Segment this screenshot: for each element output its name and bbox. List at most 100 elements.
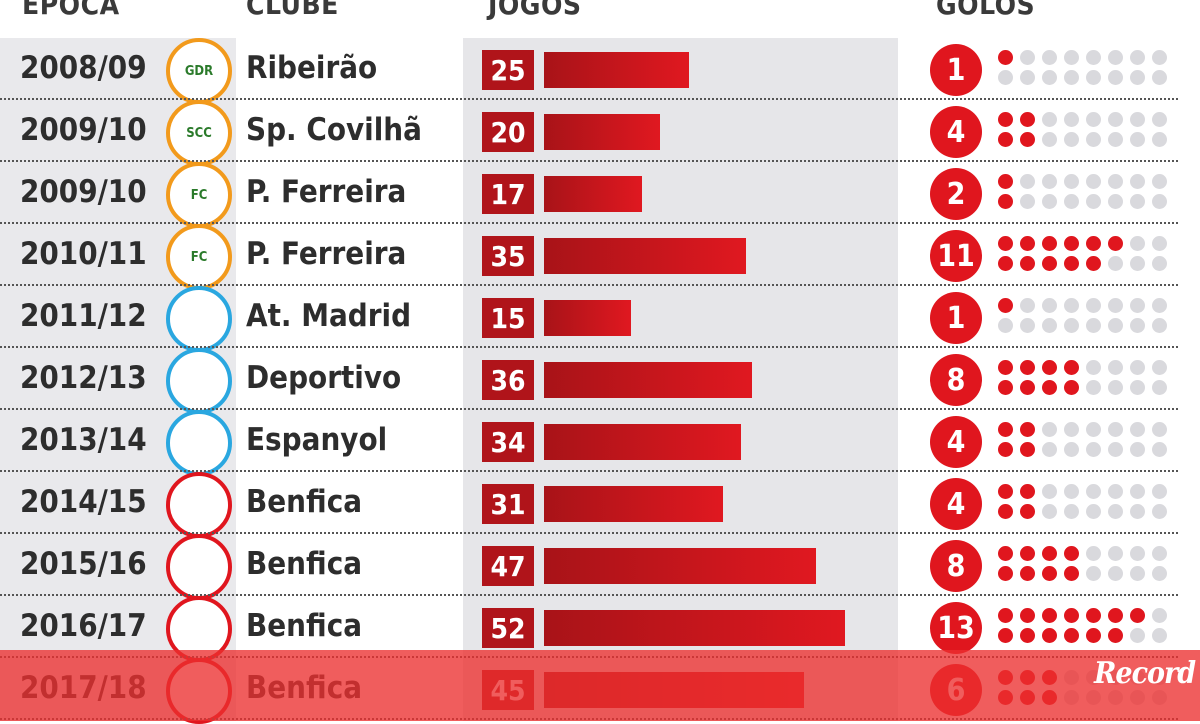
golo-dot-empty [1020,50,1035,65]
golo-dot-empty [1064,422,1079,437]
season-label: 2009/10 [20,112,147,148]
golo-dot-filled [998,132,1013,147]
golo-dot-empty [1064,194,1079,209]
golo-dot-filled [1064,236,1079,251]
golo-dot-empty [1130,380,1145,395]
golos-dot-grid [998,608,1174,648]
golo-dot-filled [1020,112,1035,127]
golo-dot-empty [1152,236,1167,251]
golo-dot-filled [998,422,1013,437]
golo-dot-empty [1020,298,1035,313]
golo-dot-filled [1020,608,1035,623]
jogos-value-label: 31 [482,484,534,524]
golo-dot-filled [1020,132,1035,147]
golo-dot-empty [1130,298,1145,313]
club-name: Sp. Covilhã [246,112,422,148]
fcpf-crest-icon: FC [166,224,232,290]
header-jogos: JOGOS [488,0,582,21]
golo-dot-empty [1108,380,1123,395]
golo-dot-empty [1020,70,1035,85]
golo-dot-empty [1086,360,1101,375]
row-separator [0,470,1178,472]
golo-dot-empty [1020,194,1035,209]
golo-dot-empty [1086,566,1101,581]
golo-dot-empty [1064,484,1079,499]
golo-dot-empty [1064,70,1079,85]
golo-dot-filled [998,360,1013,375]
club-name: P. Ferreira [246,174,407,210]
golo-dot-empty [1108,318,1123,333]
jogos-value-label: 15 [482,298,534,338]
bottom-red-overlay [0,650,1200,721]
golos-dot-grid [998,174,1174,214]
golo-dot-empty [1064,442,1079,457]
row-separator [0,594,1178,596]
golos-value-label: 11 [930,230,982,282]
golos-value-label: 4 [930,106,982,158]
golos-value-label: 8 [930,354,982,406]
golo-dot-empty [1108,442,1123,457]
golo-dot-empty [1042,422,1057,437]
club-name: P. Ferreira [246,236,407,272]
golo-dot-filled [1042,566,1057,581]
table-row: 2011/12 At. Madrid 15 1 [0,286,1200,352]
golos-dot-grid [998,360,1174,400]
golo-dot-filled [1020,236,1035,251]
golo-dot-empty [1152,608,1167,623]
golo-dot-empty [1152,628,1167,643]
golo-dot-filled [998,484,1013,499]
golo-dot-filled [1086,236,1101,251]
table-row: 2008/09 GDR Ribeirão 25 1 [0,38,1200,104]
row-separator [0,284,1178,286]
golo-dot-filled [998,442,1013,457]
golo-dot-empty [1108,70,1123,85]
golo-dot-empty [1130,546,1145,561]
golo-dot-empty [1020,318,1035,333]
golos-dot-grid [998,112,1174,152]
golo-dot-empty [1108,112,1123,127]
golos-value-label: 2 [930,168,982,220]
golos-dot-grid [998,422,1174,462]
golo-dot-empty [1152,132,1167,147]
golo-dot-empty [1042,174,1057,189]
club-name: Deportivo [246,360,402,396]
golo-dot-empty [1042,50,1057,65]
golo-dot-filled [1020,360,1035,375]
golo-dot-empty [1108,422,1123,437]
row-separator [0,222,1178,224]
golo-dot-empty [1042,484,1057,499]
jogos-bar [544,176,642,212]
golo-dot-empty [1086,50,1101,65]
golo-dot-empty [1086,132,1101,147]
golo-dot-empty [1108,504,1123,519]
row-separator [0,160,1178,162]
golo-dot-empty [1064,298,1079,313]
golo-dot-filled [1064,360,1079,375]
golo-dot-filled [998,298,1013,313]
jogos-value-label: 35 [482,236,534,276]
table-row: 2016/17 Benfica 52 13 [0,596,1200,662]
golo-dot-filled [1086,608,1101,623]
golo-dot-empty [1086,546,1101,561]
golo-dot-filled [1020,422,1035,437]
golos-value-label: 13 [930,602,982,654]
scc-crest-icon: SCC [166,100,232,166]
golo-dot-empty [1130,566,1145,581]
header-epoca: ÉPOCA [22,0,120,21]
golo-dot-filled [1130,608,1145,623]
jogos-value-label: 52 [482,608,534,648]
header-clube: CLUBE [246,0,339,21]
jogos-value-label: 20 [482,112,534,152]
golo-dot-filled [1020,484,1035,499]
golo-dot-filled [1042,360,1057,375]
golo-dot-empty [1130,236,1145,251]
golo-dot-filled [998,380,1013,395]
golo-dot-empty [1108,256,1123,271]
club-name: Ribeirão [246,50,378,86]
golo-dot-filled [1064,608,1079,623]
golo-dot-empty [1086,112,1101,127]
golo-dot-empty [1152,360,1167,375]
golo-dot-filled [1086,256,1101,271]
espanyol-crest-icon [166,410,232,476]
golo-dot-empty [998,70,1013,85]
